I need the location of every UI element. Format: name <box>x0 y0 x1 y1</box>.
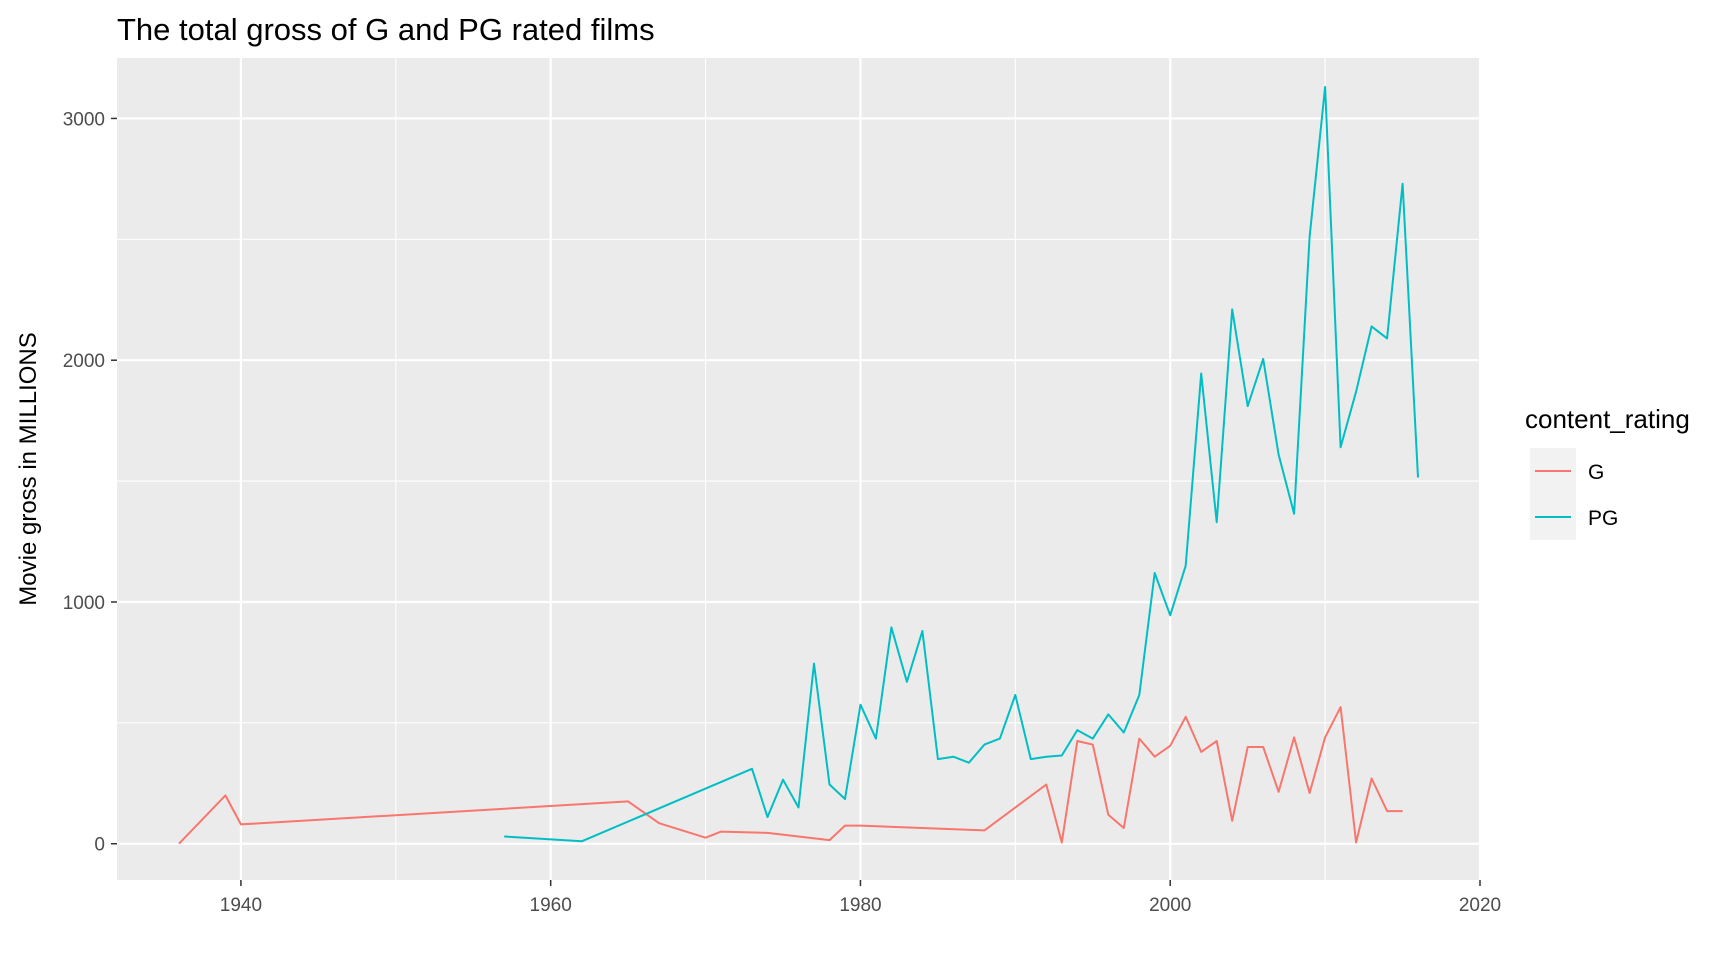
x-tick-label: 2000 <box>1149 895 1191 916</box>
x-tick-label: 1940 <box>220 895 262 916</box>
legend-label-g: G <box>1588 461 1604 484</box>
legend-keys: G PG <box>1530 448 1618 540</box>
plot-panel <box>117 58 1480 880</box>
y-tick-label: 2000 <box>63 351 105 372</box>
y-tick-label: 0 <box>94 835 105 856</box>
x-tick-label: 2020 <box>1459 895 1501 916</box>
y-axis-title: Movie gross in MILLIONS <box>15 332 42 605</box>
grid-major <box>117 58 1482 880</box>
grid-minor <box>117 58 1480 880</box>
x-tick-label: 1960 <box>530 895 572 916</box>
series-line-g <box>178 706 1403 845</box>
y-axis-tick-labels: 0 1000 2000 3000 <box>63 109 105 855</box>
legend: content_rating G PG <box>1525 404 1690 540</box>
x-axis-tick-labels: 1940 1960 1980 2000 2020 <box>220 895 1501 916</box>
y-tick-label: 3000 <box>63 109 105 130</box>
y-tick-label: 1000 <box>63 593 105 614</box>
legend-title: content_rating <box>1525 404 1690 434</box>
legend-label-pg: PG <box>1588 507 1618 530</box>
series-line-pg <box>504 86 1419 843</box>
x-tick-label: 1980 <box>839 895 881 916</box>
series-lines <box>178 86 1419 845</box>
axis-ticks <box>111 117 1481 886</box>
chart-title: The total gross of G and PG rated films <box>117 12 655 47</box>
